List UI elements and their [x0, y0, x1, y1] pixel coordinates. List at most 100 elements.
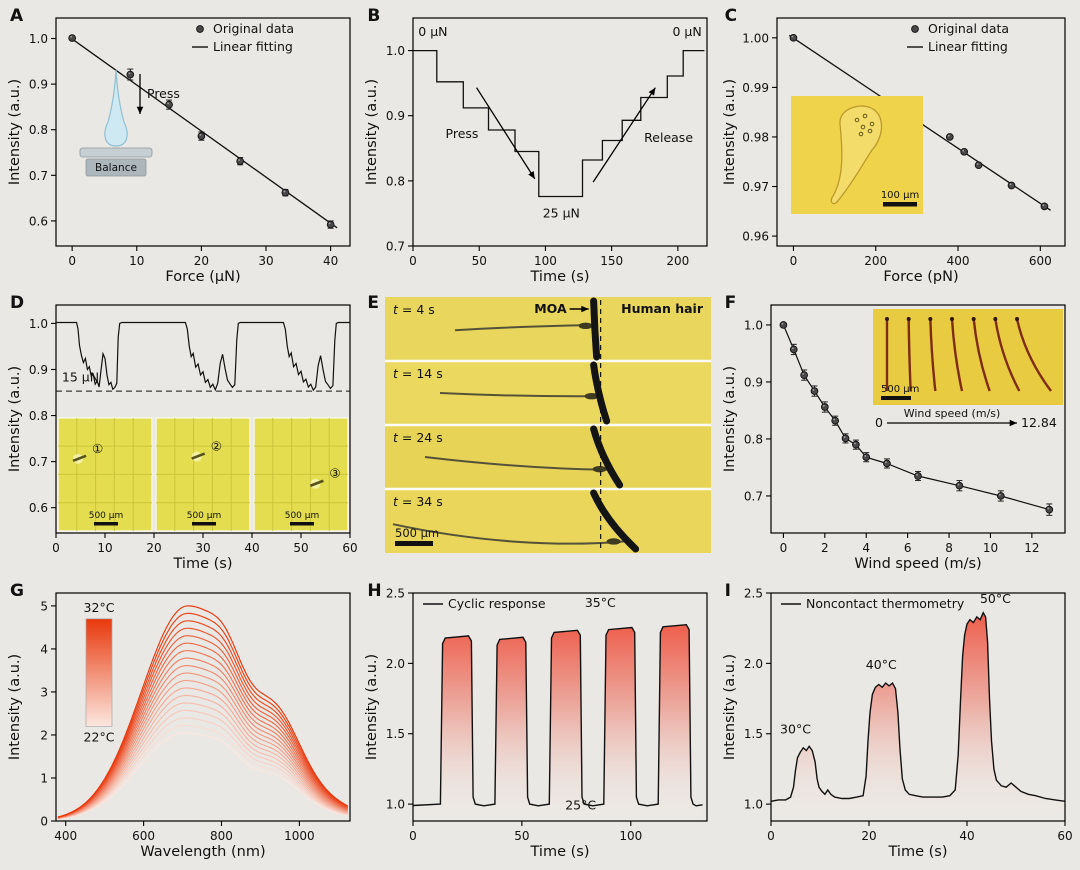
svg-text:400: 400	[54, 829, 77, 843]
svg-text:12.84: 12.84	[1021, 415, 1057, 430]
panel-B-chart: 0 50 100 150 200 0.7 0.8 0.9 1.0 Time (s) Intensit…	[364, 17, 708, 285]
svg-text:0.8: 0.8	[744, 433, 763, 447]
svg-text:0: 0	[767, 829, 775, 843]
svg-text:Time (s): Time (s)	[173, 556, 233, 572]
svg-text:0.6: 0.6	[29, 214, 48, 228]
svg-text:0: 0	[410, 829, 418, 843]
svg-text:500 µm: 500 µm	[881, 384, 919, 395]
svg-text:1.0: 1.0	[386, 44, 405, 58]
svg-text:Time (s): Time (s)	[530, 269, 590, 285]
svg-text:6: 6	[903, 541, 911, 555]
panel-G-label: G	[10, 580, 24, 601]
svg-text:MOA: MOA	[535, 301, 568, 316]
svg-text:①: ①	[92, 441, 103, 456]
svg-text:400: 400	[946, 254, 969, 268]
svg-text:0.9: 0.9	[386, 109, 405, 123]
panel-F-label: F	[724, 293, 737, 314]
svg-text:0.99: 0.99	[742, 81, 769, 95]
svg-text:0.9: 0.9	[744, 376, 763, 390]
svg-text:Force (µN): Force (µN)	[165, 269, 240, 285]
svg-text:40: 40	[959, 829, 974, 843]
panel-C: C 0 200 400 600 0.96 0.97 0.98 0.99 1.00 Force (p…	[719, 4, 1076, 291]
svg-text:2.5: 2.5	[386, 586, 405, 600]
panel-B: B 0 50 100 150 200 0.7 0.8 0.9 1.0 Time (s) Intens…	[361, 4, 718, 291]
svg-text:500 µm: 500 µm	[187, 511, 222, 521]
panel-F: F 0 2 4 6 8 10 12 0.7 0.8 0.9 1.0 Wind speed (m/s) I…	[719, 291, 1076, 578]
svg-text:Intensity (a.u.): Intensity (a.u.)	[722, 79, 738, 185]
svg-text:500 µm: 500 µm	[89, 511, 124, 521]
panel-D-chart: 0 10 20 30 40 50 60 0.6 0.7 0.8 0.9 1.0 Time (s) Inte…	[7, 304, 358, 572]
svg-text:4: 4	[40, 642, 48, 656]
svg-text:20: 20	[861, 829, 876, 843]
svg-text:Force (pN): Force (pN)	[883, 269, 958, 285]
panel-C-label: C	[724, 6, 738, 26]
svg-text:0.8: 0.8	[386, 174, 405, 188]
svg-text:0: 0	[52, 541, 60, 555]
svg-text:1.0: 1.0	[744, 319, 763, 333]
panel-A: A 0 10 20 30 40 0.6 0.7 0.8 0.9 1.0 Force (µN) Inte…	[4, 4, 361, 291]
svg-text:Original data: Original data	[213, 21, 294, 36]
svg-text:2: 2	[40, 728, 48, 742]
svg-text:500 µm: 500 µm	[395, 526, 439, 540]
svg-text:Press: Press	[147, 86, 180, 101]
svg-text:1.0: 1.0	[744, 797, 763, 811]
panel-A-chart: 0 10 20 30 40 0.6 0.7 0.8 0.9 1.0 Force (µN) Intens…	[7, 17, 351, 285]
svg-text:2.0: 2.0	[386, 657, 405, 671]
panel-D-label: D	[10, 293, 25, 314]
svg-text:0.6: 0.6	[29, 501, 48, 515]
svg-text:0.7: 0.7	[29, 169, 48, 183]
svg-text:0 µN: 0 µN	[673, 24, 702, 39]
panel-E-label: E	[367, 293, 379, 314]
svg-text:1.00: 1.00	[742, 31, 769, 45]
svg-text:Intensity (a.u.): Intensity (a.u.)	[722, 653, 738, 759]
svg-text:40: 40	[244, 541, 259, 555]
svg-text:35°C: 35°C	[585, 595, 616, 610]
svg-text:60: 60	[1057, 829, 1072, 843]
svg-text:600: 600	[132, 829, 155, 843]
svg-text:2.0: 2.0	[744, 657, 763, 671]
svg-text:1.0: 1.0	[386, 797, 405, 811]
svg-text:5: 5	[40, 599, 48, 613]
svg-text:10: 10	[97, 541, 112, 555]
svg-text:50: 50	[472, 254, 487, 268]
svg-text:0.8: 0.8	[29, 409, 48, 423]
svg-text:Intensity (a.u.): Intensity (a.u.)	[364, 653, 380, 759]
panel-C-chart: 0 200 400 600 0.96 0.97 0.98 0.99 1.00 Force (pN)…	[722, 17, 1066, 285]
panel-G-chart: 400 600 800 1000 0 1 2 3 4 5 Wavelength (nm) Intens…	[7, 592, 351, 860]
svg-text:②: ②	[211, 439, 222, 454]
svg-text:10: 10	[129, 254, 144, 268]
svg-text:Cyclic response: Cyclic response	[448, 596, 546, 611]
panel-G: G 400 600 800 1000 0 1 2 3 4 5 Wavelength (nm) Inte…	[4, 579, 361, 866]
svg-text:0: 0	[410, 254, 418, 268]
panel-H: H 0 50 100 1.0 1.5 2.0 2.5 Time (s) Intensity (a…	[361, 579, 718, 866]
svg-text:60: 60	[342, 541, 357, 555]
svg-text:22°C: 22°C	[84, 729, 115, 744]
svg-text:0.8: 0.8	[29, 123, 48, 137]
svg-text:30°C: 30°C	[780, 721, 811, 736]
svg-text:25 µN: 25 µN	[543, 205, 580, 220]
svg-text:1.5: 1.5	[386, 727, 405, 741]
svg-text:25°C: 25°C	[566, 797, 597, 812]
svg-text:50: 50	[515, 829, 530, 843]
svg-text:100: 100	[534, 254, 557, 268]
svg-text:2.5: 2.5	[744, 586, 763, 600]
svg-text:10: 10	[982, 541, 997, 555]
svg-text:30: 30	[195, 541, 210, 555]
svg-text:0.96: 0.96	[742, 230, 769, 244]
svg-text:0: 0	[779, 541, 787, 555]
panel-E-image: t = 4 s t = 14 s t = 24 s t = 34 s MOA Human …	[385, 297, 712, 554]
panel-E: E t = 4 s t = 14 s t = 24 s t = 34 s MOA Huma…	[361, 291, 718, 578]
svg-text:50: 50	[293, 541, 308, 555]
svg-text:8: 8	[945, 541, 953, 555]
svg-text:Intensity (a.u.): Intensity (a.u.)	[7, 366, 23, 472]
svg-text:Intensity (a.u.): Intensity (a.u.)	[7, 653, 23, 759]
svg-text:Original data: Original data	[928, 21, 1009, 36]
svg-text:600: 600	[1029, 254, 1052, 268]
svg-text:20: 20	[146, 541, 161, 555]
svg-text:0.7: 0.7	[744, 490, 763, 504]
svg-text:t = 14 s: t = 14 s	[393, 366, 443, 381]
svg-text:③: ③	[329, 466, 340, 481]
svg-text:1.0: 1.0	[29, 317, 48, 331]
svg-text:Balance: Balance	[95, 162, 137, 174]
